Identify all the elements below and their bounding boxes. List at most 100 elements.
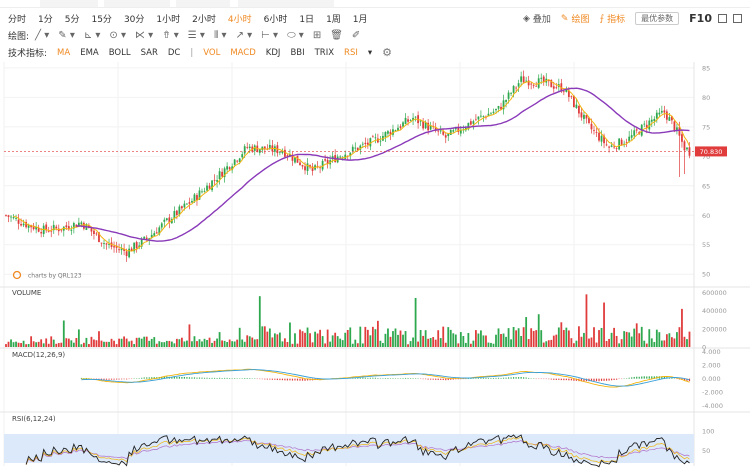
drawing-tool-10-icon[interactable]: ⬭ ▾ xyxy=(287,30,304,41)
volume-bar[interactable] xyxy=(590,337,593,347)
volume-bar[interactable] xyxy=(376,320,379,347)
top-tab[interactable] xyxy=(176,0,230,7)
volume-bar[interactable] xyxy=(550,339,553,347)
candle-body[interactable] xyxy=(424,122,427,129)
volume-bar[interactable] xyxy=(384,333,387,347)
candle-body[interactable] xyxy=(520,76,523,82)
volume-bar[interactable] xyxy=(331,335,334,347)
candle-body[interactable] xyxy=(480,115,482,117)
volume-bar[interactable] xyxy=(507,328,510,347)
volume-bar[interactable] xyxy=(42,343,45,347)
volume-bar[interactable] xyxy=(110,338,113,347)
drawing-tool-1-icon[interactable]: ✎ ▾ xyxy=(58,30,75,41)
candle-body[interactable] xyxy=(211,180,213,191)
candle-body[interactable] xyxy=(570,95,573,97)
volume-bar[interactable] xyxy=(517,328,520,347)
candle-body[interactable] xyxy=(361,143,364,145)
volume-bar[interactable] xyxy=(196,341,198,347)
timeframe-4[interactable]: 30分 xyxy=(123,15,145,25)
candle-body[interactable] xyxy=(17,219,20,224)
candle-body[interactable] xyxy=(77,222,80,226)
volume-bar[interactable] xyxy=(412,337,414,347)
candle-body[interactable] xyxy=(5,215,7,216)
volume-bar[interactable] xyxy=(427,338,430,347)
candle-body[interactable] xyxy=(477,116,480,120)
volume-bar[interactable] xyxy=(261,326,264,347)
volume-bar[interactable] xyxy=(113,340,115,347)
volume-bar[interactable] xyxy=(118,338,120,347)
volume-bar[interactable] xyxy=(100,340,103,347)
candle-body[interactable] xyxy=(422,121,425,129)
candle-body[interactable] xyxy=(183,203,186,208)
candle-body[interactable] xyxy=(55,226,58,229)
candle-body[interactable] xyxy=(143,236,146,239)
candle-body[interactable] xyxy=(268,144,271,149)
volume-bar[interactable] xyxy=(35,342,38,347)
indicator-main-dc[interactable]: DC xyxy=(167,47,181,58)
candle-body[interactable] xyxy=(186,203,188,205)
candle-body[interactable] xyxy=(50,230,53,232)
candle-body[interactable] xyxy=(226,166,229,170)
drawing-tool-7-icon[interactable]: ⦀ ▾ xyxy=(213,30,227,41)
volume-bar[interactable] xyxy=(572,343,575,347)
volume-bar[interactable] xyxy=(70,340,73,347)
volume-bar[interactable] xyxy=(417,341,420,347)
volume-bar[interactable] xyxy=(402,334,404,347)
candle-body[interactable] xyxy=(349,152,352,157)
volume-bar[interactable] xyxy=(623,331,626,347)
candle-body[interactable] xyxy=(155,232,158,234)
volume-bar[interactable] xyxy=(301,331,304,347)
volume-bar[interactable] xyxy=(382,343,384,347)
volume-bar[interactable] xyxy=(82,342,85,347)
candle-body[interactable] xyxy=(663,110,666,113)
volume-bar[interactable] xyxy=(645,343,648,347)
candle-body[interactable] xyxy=(145,237,148,239)
drawing-tool-2-icon[interactable]: ⊾ ▾ xyxy=(83,30,101,41)
candle-body[interactable] xyxy=(610,145,613,147)
volume-bar[interactable] xyxy=(681,308,683,347)
volume-bar[interactable] xyxy=(266,331,269,347)
volume-bar[interactable] xyxy=(379,340,382,347)
candle-body[interactable] xyxy=(409,120,412,121)
candle-body[interactable] xyxy=(35,226,38,230)
volume-bar[interactable] xyxy=(123,336,126,347)
volume-bar[interactable] xyxy=(686,339,688,347)
volume-bar[interactable] xyxy=(15,341,17,347)
candle-body[interactable] xyxy=(515,87,518,89)
volume-bar[interactable] xyxy=(565,327,568,347)
volume-bar[interactable] xyxy=(678,327,681,347)
volume-bar[interactable] xyxy=(583,332,585,347)
volume-bar[interactable] xyxy=(485,335,487,347)
candle-body[interactable] xyxy=(231,166,234,171)
volume-bar[interactable] xyxy=(321,336,324,347)
volume-bar[interactable] xyxy=(278,332,281,347)
candle-body[interactable] xyxy=(444,135,447,138)
volume-bar[interactable] xyxy=(211,342,213,347)
indicator-sub-macd[interactable]: MACD xyxy=(230,47,256,58)
volume-bar[interactable] xyxy=(467,333,470,347)
volume-bar[interactable] xyxy=(437,330,440,347)
candle-body[interactable] xyxy=(522,76,525,83)
volume-bar[interactable] xyxy=(228,339,231,347)
candle-body[interactable] xyxy=(449,129,452,135)
volume-bar[interactable] xyxy=(414,297,417,347)
candle-body[interactable] xyxy=(650,119,653,122)
volume-bar[interactable] xyxy=(449,329,452,347)
candle-body[interactable] xyxy=(301,165,304,167)
price-chart[interactable]: 85 80 75 70 65 60 55 50 70.830 charts by QRL123 VO… xyxy=(0,62,750,468)
volume-bar[interactable] xyxy=(115,344,118,347)
volume-bar[interactable] xyxy=(643,340,646,347)
candle-body[interactable] xyxy=(115,245,118,248)
candle-body[interactable] xyxy=(588,117,590,123)
candle-body[interactable] xyxy=(613,146,616,148)
volume-bar[interactable] xyxy=(12,342,15,347)
volume-bar[interactable] xyxy=(648,329,651,347)
candle-body[interactable] xyxy=(351,146,354,152)
candle-body[interactable] xyxy=(598,132,600,141)
volume-bar[interactable] xyxy=(273,333,276,347)
candle-body[interactable] xyxy=(633,130,636,136)
volume-bar[interactable] xyxy=(560,322,563,347)
volume-bar[interactable] xyxy=(630,336,633,347)
candle-body[interactable] xyxy=(10,216,12,218)
volume-bar[interactable] xyxy=(482,335,485,347)
